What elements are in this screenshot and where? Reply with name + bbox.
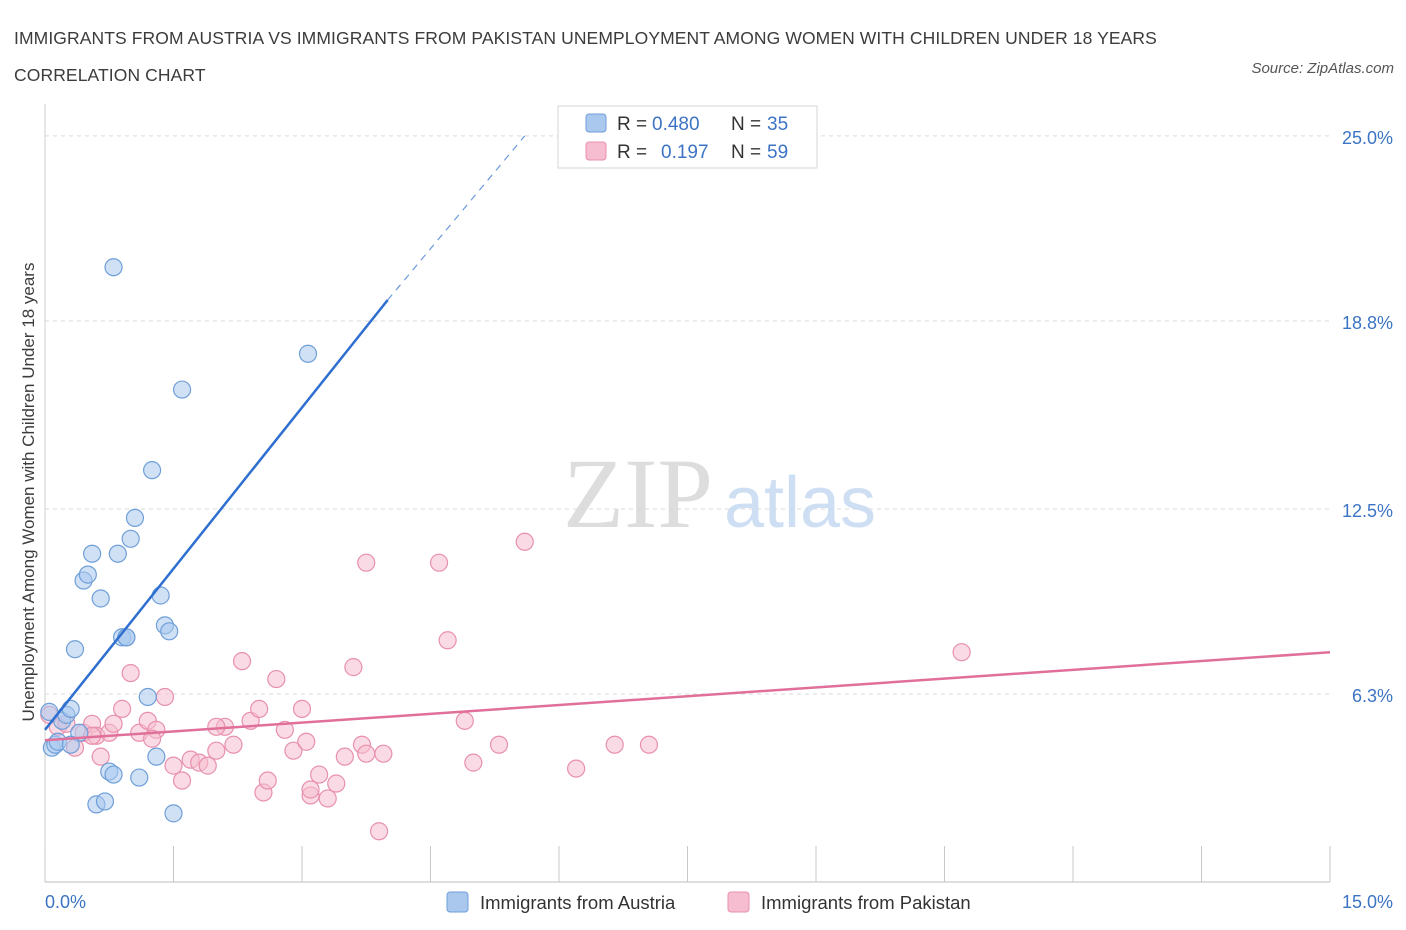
- austria-trend-extension: [387, 135, 526, 301]
- grid-lines: [45, 135, 1330, 695]
- austria-point-32: [298, 344, 318, 363]
- austria-point-22: [130, 768, 149, 787]
- pakistan-point-7: [91, 747, 110, 766]
- pakistan-point-42: [370, 822, 389, 841]
- austria-point-23: [138, 687, 157, 707]
- austria-r-value: 0.480: [652, 114, 700, 135]
- pakistan-trend-line: [44, 650, 1331, 742]
- x-tick-label-0: 0.0%: [45, 892, 86, 912]
- austria-point-28: [160, 622, 179, 641]
- pakistan-point-33: [297, 732, 316, 751]
- pakistan-point-43: [374, 744, 393, 763]
- pakistan-point-55: [301, 780, 320, 799]
- pakistan-point-23: [224, 735, 243, 754]
- austria-point-24: [142, 461, 162, 480]
- pakistan-point-44: [429, 553, 449, 572]
- legend-austria-label: Immigrants from Austria: [480, 892, 676, 913]
- pakistan-point-54: [357, 553, 376, 572]
- pakistan-point-32: [292, 699, 312, 719]
- pakistan-point-28: [258, 771, 277, 790]
- austria-point-30: [172, 380, 192, 399]
- austria-point-13: [91, 589, 110, 608]
- austria-point-26: [151, 586, 170, 605]
- pakistan-point-26: [250, 699, 269, 719]
- austria-trend-line: [44, 299, 389, 731]
- x-tick-label-1: 15.0%: [1342, 892, 1393, 912]
- legend-pakistan-label: Immigrants from Pakistan: [761, 892, 971, 913]
- austria-n-label: N =: [731, 114, 761, 135]
- pakistan-point-37: [327, 774, 346, 793]
- pakistan-point-17: [172, 771, 192, 790]
- pakistan-point-48: [489, 735, 509, 754]
- source-label: Source: ZipAtlas.com: [1251, 60, 1394, 77]
- pakistan-point-29: [267, 669, 286, 689]
- austria-n-value: 35: [767, 114, 788, 135]
- pakistan-point-45: [438, 631, 457, 650]
- pakistan-point-20: [198, 756, 217, 775]
- pakistan-point-39: [344, 658, 363, 677]
- austria-point-20: [121, 529, 140, 548]
- watermark-zip: ZIP: [563, 438, 713, 549]
- y-tick-label-1: 12.5%: [1342, 501, 1393, 521]
- pakistan-swatch: [585, 141, 607, 161]
- y-tick-label-0: 6.3%: [1352, 686, 1393, 706]
- pakistan-point-11: [121, 663, 140, 683]
- y-axis-label: Unemployment Among Women with Children U…: [19, 263, 38, 722]
- y-tick-label-3: 25.0%: [1342, 128, 1393, 148]
- austria-r-label: R =: [617, 114, 647, 135]
- austria-point-10: [78, 565, 97, 584]
- pakistan-point-10: [112, 699, 132, 719]
- austria-swatch: [585, 113, 607, 133]
- pakistan-point-46: [455, 711, 474, 730]
- austria-point-7: [65, 640, 85, 659]
- austria-point-17: [108, 544, 127, 563]
- austria-point-31: [104, 258, 123, 277]
- austria-point-21: [125, 508, 145, 528]
- trend-lines: [44, 135, 1331, 742]
- austria-point-34: [61, 735, 80, 754]
- pakistan-point-58: [207, 717, 226, 736]
- austria-point-25: [147, 747, 166, 766]
- pakistan-point-49: [515, 532, 534, 551]
- pakistan-point-53: [952, 643, 971, 662]
- pakistan-point-21: [207, 741, 226, 760]
- austria-point-33: [117, 628, 136, 647]
- pakistan-point-57: [142, 729, 162, 748]
- pakistan-point-31: [284, 741, 303, 760]
- pakistan-n-value: 59: [767, 142, 788, 163]
- pakistan-point-36: [318, 789, 337, 808]
- data-points: [40, 258, 971, 841]
- legend-austria-swatch: [446, 891, 469, 913]
- austria-point-14: [95, 792, 115, 811]
- pakistan-point-35: [310, 765, 329, 784]
- pakistan-r-label: R =: [617, 142, 647, 163]
- watermark-atlas: atlas: [724, 463, 876, 543]
- series-legend: Immigrants from Austria Immigrants from …: [446, 891, 971, 913]
- austria-point-6: [61, 699, 80, 719]
- tick-labels: 6.3% 12.5% 18.8% 25.0% 0.0% 15.0%: [45, 128, 1393, 912]
- pakistan-point-24: [232, 652, 252, 671]
- pakistan-point-15: [155, 687, 175, 707]
- legend-pakistan-swatch: [727, 891, 750, 913]
- pakistan-point-51: [605, 735, 624, 754]
- austria-point-29: [164, 804, 183, 823]
- pakistan-point-41: [357, 744, 376, 763]
- pakistan-point-38: [335, 747, 354, 766]
- austria-point-16: [104, 765, 123, 784]
- pakistan-point-9: [104, 714, 123, 733]
- austria-point-11: [83, 544, 102, 563]
- pakistan-point-47: [464, 753, 483, 772]
- pakistan-point-16: [164, 756, 183, 775]
- pakistan-point-52: [639, 735, 659, 754]
- y-tick-label-2: 18.8%: [1342, 313, 1393, 333]
- stats-legend: R = 0.480 N = 35 R = 0.197 N = 59: [557, 105, 818, 169]
- axes: [44, 104, 1331, 883]
- pakistan-point-30: [275, 720, 294, 739]
- pakistan-point-50: [567, 759, 586, 778]
- chart-title: IMMIGRANTS FROM AUSTRIA VS IMMIGRANTS FR…: [14, 28, 1157, 85]
- pakistan-r-value: 0.197: [661, 142, 709, 163]
- pakistan-n-label: N =: [731, 142, 761, 163]
